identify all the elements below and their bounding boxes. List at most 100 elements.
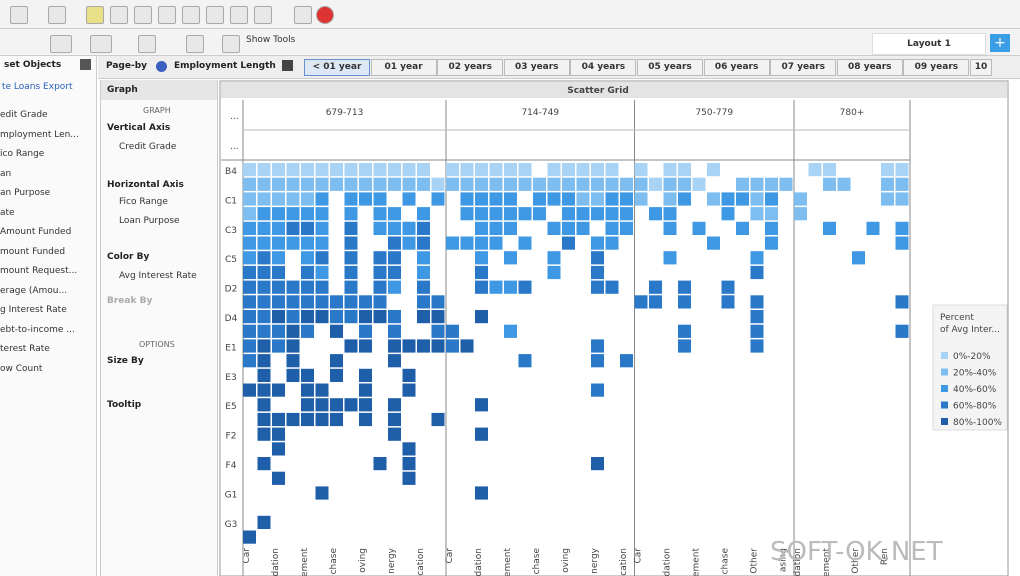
cell <box>895 236 909 250</box>
color-field[interactable]: Avg Interest Rate <box>119 271 197 281</box>
object-item[interactable]: erage (Amou... <box>0 285 68 296</box>
cell <box>446 236 459 250</box>
close-button[interactable] <box>316 6 334 24</box>
close-panel[interactable] <box>80 59 91 70</box>
page-tab[interactable]: 07 years <box>770 59 837 76</box>
page-tab[interactable]: 08 years <box>836 59 903 76</box>
cell <box>373 457 387 471</box>
object-item[interactable]: mount Request... <box>0 266 78 276</box>
cell <box>504 192 517 206</box>
page-tab[interactable]: 01 year <box>370 59 437 76</box>
object-item[interactable]: an Purpose <box>0 188 51 198</box>
cell <box>417 177 430 191</box>
menu-button[interactable] <box>50 35 72 53</box>
cell <box>591 265 604 280</box>
cell <box>663 221 677 235</box>
page-tab[interactable]: < 01 year <box>304 59 370 76</box>
x-label: ement <box>503 548 513 576</box>
cell <box>257 265 271 280</box>
show-tools[interactable]: Show Tools <box>246 35 296 45</box>
cell <box>388 354 401 368</box>
page-tab[interactable]: 04 years <box>570 59 637 76</box>
object-item[interactable]: ate <box>0 207 15 218</box>
cell <box>504 163 517 177</box>
cell <box>576 177 590 191</box>
cell <box>388 280 401 294</box>
print-button[interactable] <box>182 6 200 24</box>
open-button[interactable] <box>86 6 104 24</box>
page-by-dropdown[interactable] <box>282 60 293 71</box>
object-item[interactable]: mployment Len... <box>0 129 79 140</box>
object-item[interactable]: edit Grade <box>0 110 48 120</box>
page-tab[interactable]: 06 years <box>703 59 770 76</box>
cell <box>301 310 314 324</box>
help-button[interactable] <box>294 6 312 24</box>
page-tab[interactable]: 10 <box>970 59 992 76</box>
forward-button[interactable] <box>48 6 66 24</box>
cell <box>243 265 256 280</box>
cell <box>446 324 459 338</box>
object-item[interactable]: g Interest Rate <box>0 305 67 315</box>
legend-swatch <box>941 385 948 392</box>
cell <box>417 221 430 235</box>
cell <box>301 383 314 397</box>
row-label: C3 <box>225 226 237 236</box>
cell <box>475 310 488 324</box>
cell <box>373 295 387 309</box>
row-label: G1 <box>225 490 238 500</box>
cell <box>402 471 416 485</box>
object-item[interactable]: an <box>0 168 12 179</box>
link-button[interactable] <box>230 6 248 24</box>
layout-button[interactable] <box>138 35 156 53</box>
cell <box>344 310 358 324</box>
save-as-button[interactable] <box>134 6 152 24</box>
add-layout[interactable]: + <box>990 34 1010 52</box>
x-label: ement <box>300 548 310 576</box>
page-tab[interactable]: 03 years <box>503 59 570 76</box>
page-tab[interactable]: 09 years <box>903 59 970 76</box>
save-button[interactable] <box>110 6 128 24</box>
column-group-label: 750-779 <box>695 108 733 118</box>
cell <box>402 339 416 353</box>
pdf-button[interactable] <box>206 6 224 24</box>
copy-button[interactable] <box>254 6 272 24</box>
object-item[interactable]: Amount Funded <box>0 227 72 237</box>
layout-tab[interactable]: Layout 1 <box>872 33 986 55</box>
show-tools-icon[interactable] <box>222 35 240 53</box>
horizontal-field[interactable]: Loan Purpose <box>119 216 180 226</box>
horizontal-field[interactable]: Fico Range <box>119 197 168 207</box>
cell <box>678 192 691 206</box>
object-item[interactable]: ico Range <box>0 149 45 159</box>
cell <box>359 383 372 397</box>
cell <box>620 207 633 221</box>
options-button[interactable] <box>186 35 204 53</box>
x-label: chase <box>329 548 339 575</box>
cell <box>678 177 691 191</box>
cell <box>417 163 430 177</box>
page-tab[interactable]: 02 years <box>437 59 504 76</box>
cell <box>489 207 503 221</box>
cell <box>692 221 706 235</box>
cell <box>257 412 271 427</box>
format-button[interactable] <box>90 35 112 53</box>
cell <box>547 251 561 265</box>
corner-label: ... <box>230 112 239 122</box>
page-tab[interactable]: 05 years <box>637 59 703 76</box>
cell <box>489 177 503 191</box>
cell <box>591 163 604 177</box>
row-label: E3 <box>225 373 236 383</box>
cell <box>243 177 256 191</box>
object-item[interactable]: ebt-to-income ... <box>0 324 75 335</box>
cell <box>315 310 329 324</box>
cell <box>243 295 256 309</box>
dataset-name[interactable]: te Loans Export <box>2 82 73 92</box>
back-button[interactable] <box>10 6 28 24</box>
object-item[interactable]: terest Rate <box>0 344 50 354</box>
cell <box>272 442 285 456</box>
object-item[interactable]: ow Count <box>0 363 43 374</box>
object-item[interactable]: mount Funded <box>0 246 66 257</box>
legend-label: 80%-100% <box>953 418 1002 428</box>
cell <box>315 265 329 280</box>
export-button[interactable] <box>158 6 176 24</box>
vertical-field[interactable]: Credit Grade <box>119 142 177 152</box>
